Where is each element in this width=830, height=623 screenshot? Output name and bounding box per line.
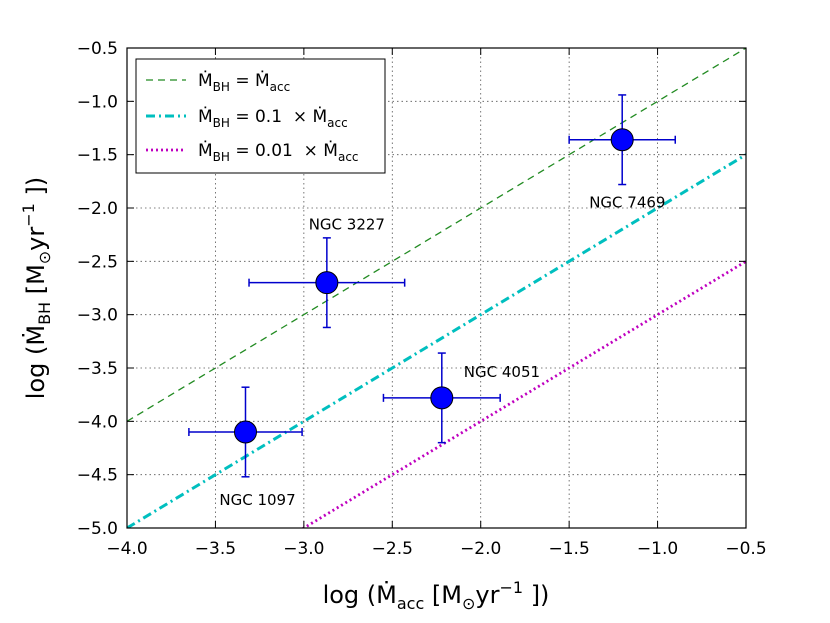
x-tick-label: −1.0 xyxy=(637,539,678,559)
model-line-1 xyxy=(127,153,746,528)
point-label: NGC 4051 xyxy=(464,363,540,381)
x-tick-label: −2.5 xyxy=(372,539,413,559)
data-point xyxy=(610,128,634,152)
x-tick-label: −3.5 xyxy=(195,539,236,559)
model-line-2 xyxy=(301,260,746,528)
legend-label-equal: ṀBH = Ṁacc xyxy=(198,70,290,94)
y-tick-label: −1.0 xyxy=(77,92,118,112)
y-tick-label: −3.5 xyxy=(77,359,118,379)
axis-ticks: −4.0 −3.5 −3.0 −2.5 −2.0 −1.5 −1.0 −0.5 −5.0 −4.5… xyxy=(77,39,767,559)
y-tick-label: −1.5 xyxy=(77,146,118,166)
model-lines xyxy=(127,48,746,528)
point-label: NGC 1097 xyxy=(219,491,295,509)
legend-label-tenth: ṀBH = 0.1 × Ṁacc xyxy=(198,106,348,130)
data-point xyxy=(430,386,454,410)
y-tick-label: −3.0 xyxy=(77,306,118,326)
legend-label-hundredth: ṀBH = 0.01 × Ṁacc xyxy=(198,140,359,164)
legend: ṀBH = Ṁacc ṀBH = 0.1 × Ṁacc ṀBH = 0.01 ×… xyxy=(135,58,386,174)
x-tick-label: −3.0 xyxy=(283,539,324,559)
y-tick-label: −4.5 xyxy=(77,466,118,486)
x-tick-label: −1.5 xyxy=(549,539,590,559)
x-axis-label: log (Ṁacc [M⊙yr−1 ]) xyxy=(323,578,550,613)
point-label: NGC 7469 xyxy=(589,194,665,212)
data-point xyxy=(233,420,257,444)
point-label: NGC 3227 xyxy=(309,216,385,234)
y-tick-label: −5.0 xyxy=(77,519,118,539)
x-tick-label: −4.0 xyxy=(106,539,147,559)
y-tick-label: −4.0 xyxy=(77,412,118,432)
x-tick-label: −2.0 xyxy=(460,539,501,559)
y-axis-label: log (ṀBH [M⊙yr−1 ]) xyxy=(19,177,54,399)
model-line-0 xyxy=(127,48,746,422)
y-tick-label: −0.5 xyxy=(77,39,118,59)
y-tick-label: −2.0 xyxy=(77,199,118,219)
data-point xyxy=(315,271,339,295)
x-tick-label: −0.5 xyxy=(725,539,766,559)
legend-box xyxy=(135,58,386,174)
data-points: NGC 1097 NGC 3227 NGC 4051 NGC 7469 xyxy=(188,94,677,509)
plot-frame xyxy=(126,47,747,529)
y-tick-label: −2.5 xyxy=(77,252,118,272)
grid xyxy=(127,48,746,528)
